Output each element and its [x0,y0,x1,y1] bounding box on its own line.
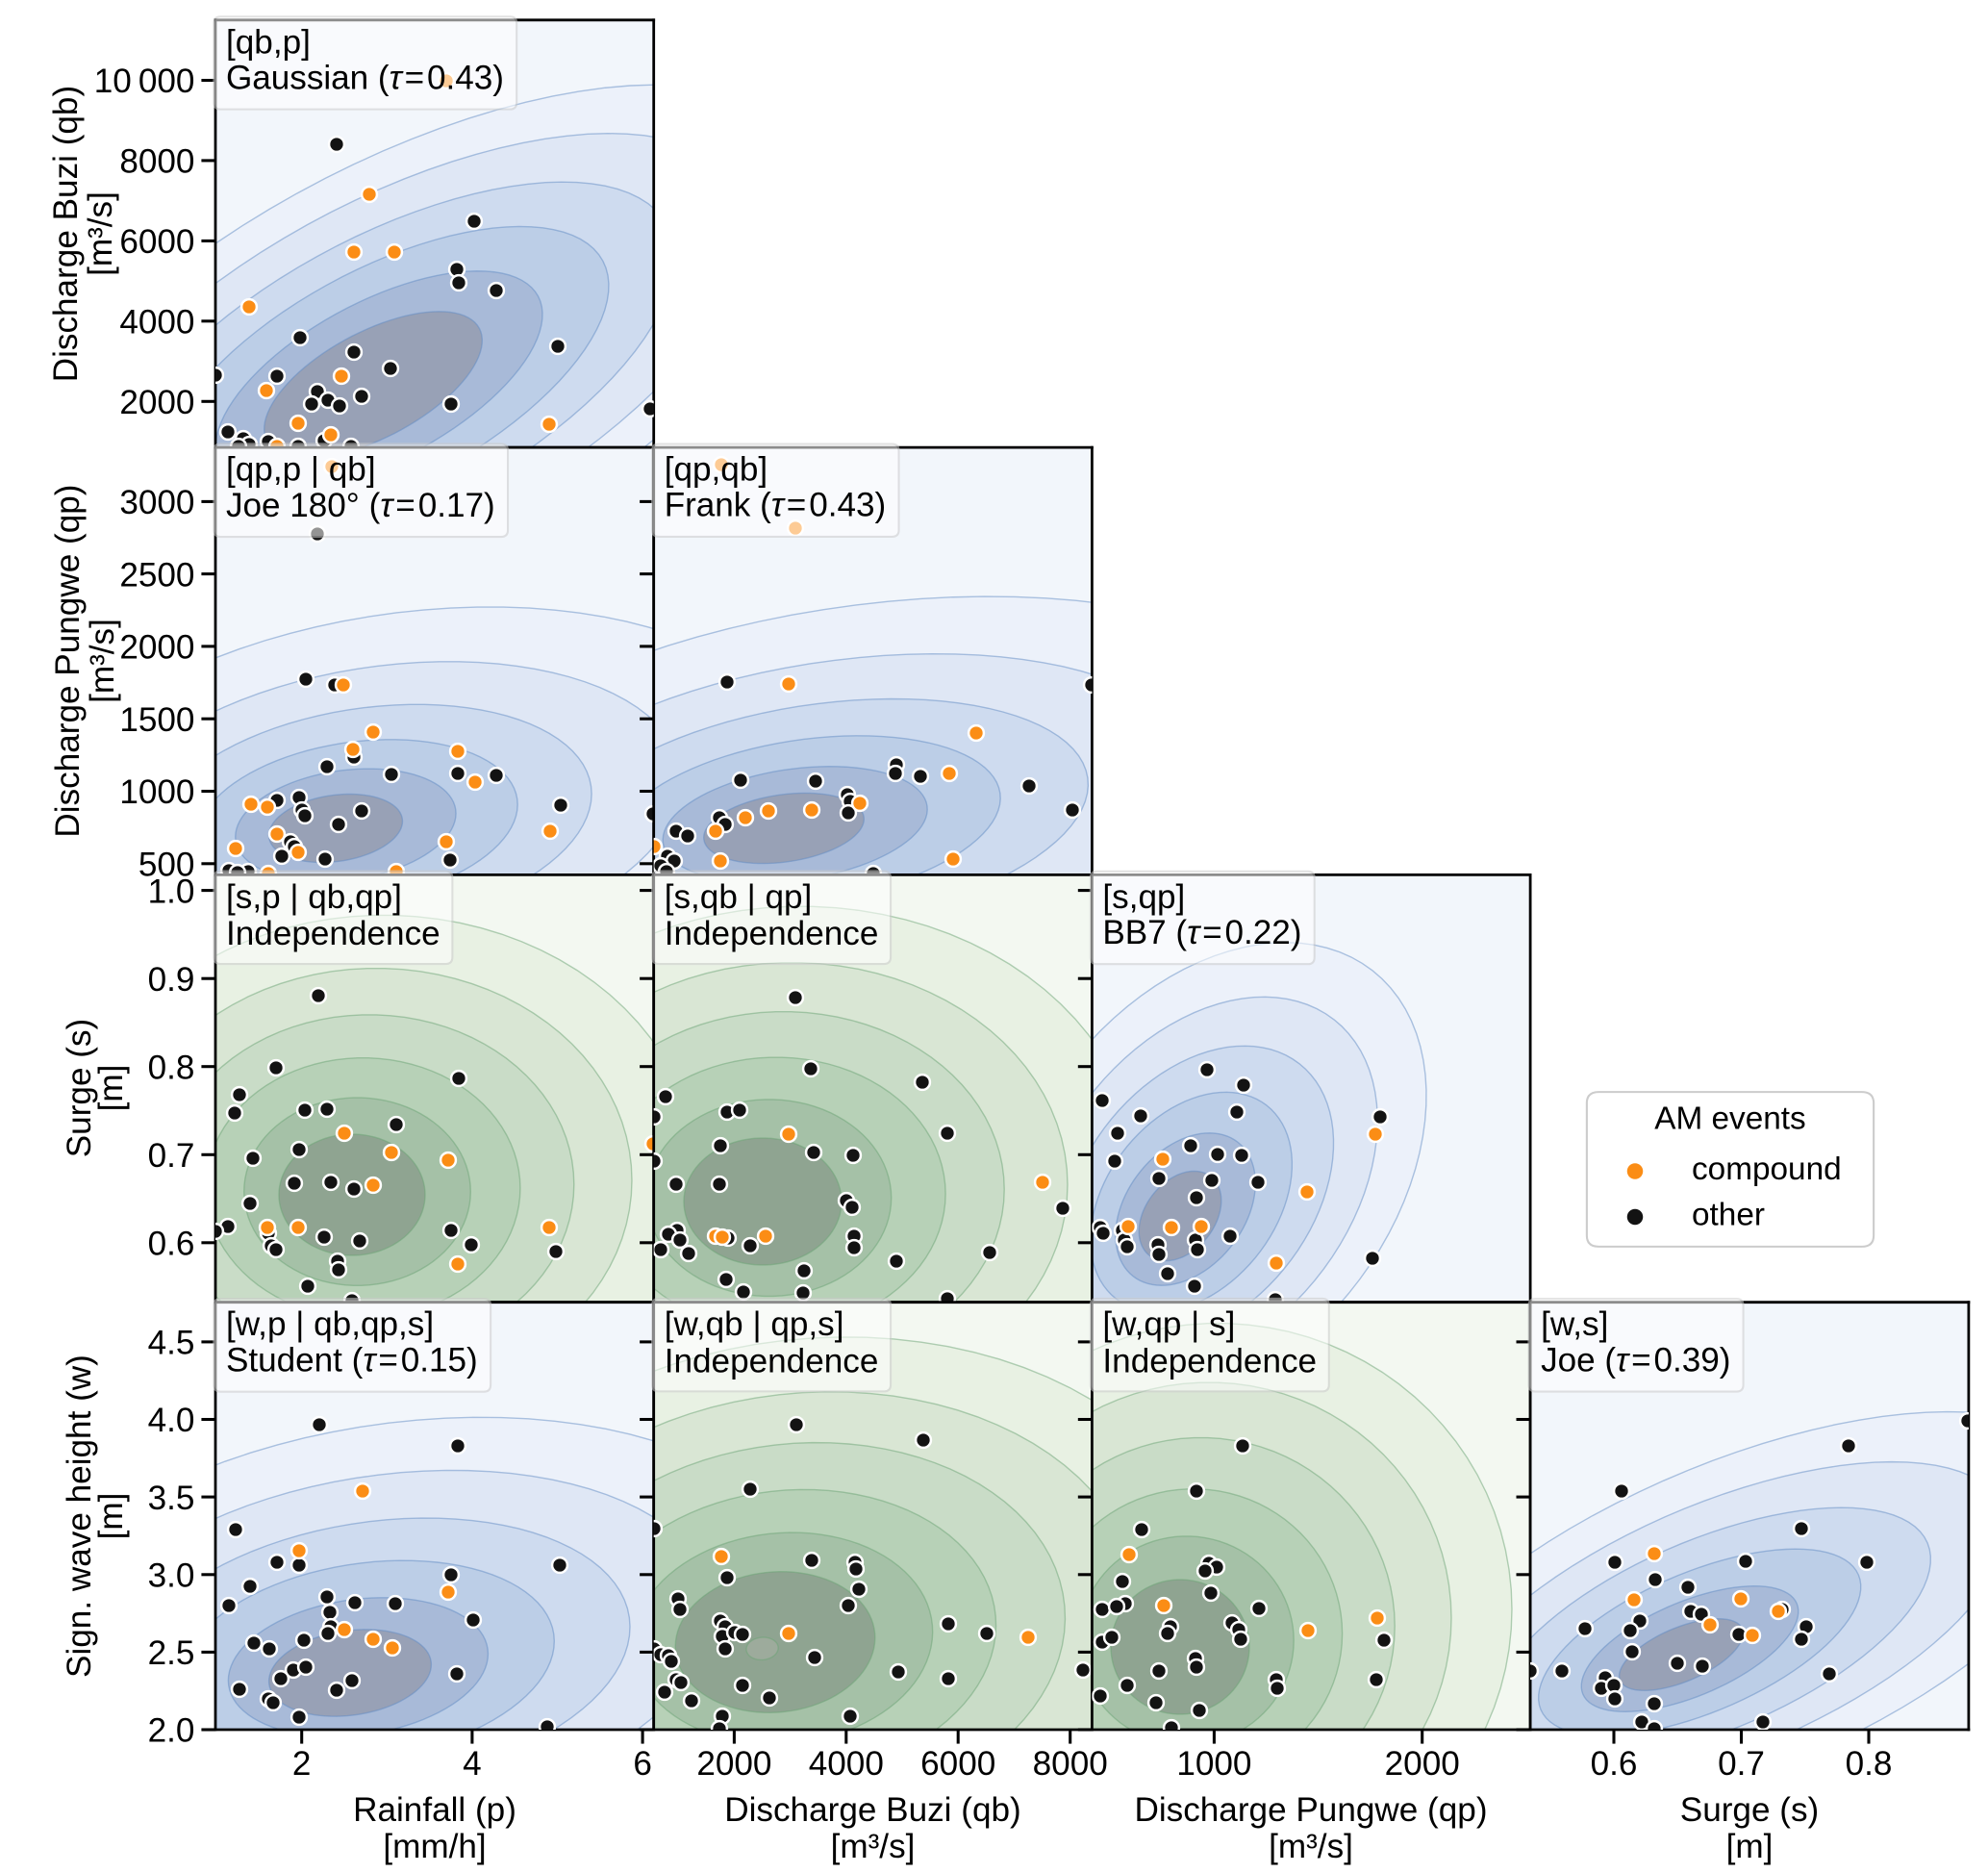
svg-text:Sign. wave height (w): Sign. wave height (w) [61,1354,98,1678]
svg-text:Independence: Independence [1102,1342,1317,1379]
svg-text:[m³/s]: [m³/s] [1269,1828,1353,1865]
svg-text:[m]: [m] [92,1493,130,1540]
svg-text:2000: 2000 [696,1745,771,1783]
svg-text:6000: 6000 [119,223,194,261]
svg-text:6: 6 [633,1745,652,1783]
svg-text:Discharge Buzi (qb): Discharge Buzi (qb) [724,1791,1020,1829]
svg-text:[w,qp | s]: [w,qp | s] [1102,1305,1235,1343]
svg-text:[mm/h]: [mm/h] [383,1828,486,1865]
svg-text:Rainfall (p): Rainfall (p) [353,1791,516,1829]
svg-text:0.8: 0.8 [1846,1745,1893,1783]
svg-text:Discharge Pungwe (qp): Discharge Pungwe (qp) [1134,1791,1487,1829]
svg-text:Independence: Independence [226,915,440,952]
svg-text:[s,qb | qp]: [s,qb | qp] [665,878,813,916]
svg-text:500: 500 [138,847,195,884]
svg-text:4000: 4000 [809,1745,884,1783]
svg-text:0.8: 0.8 [148,1049,195,1086]
svg-text:3000: 3000 [119,484,194,521]
svg-text:[qp,p | qb]: [qp,p | qb] [226,451,376,489]
svg-text:[m³/s]: [m³/s] [831,1828,916,1865]
svg-text:0.9: 0.9 [148,961,195,999]
svg-text:2: 2 [292,1745,312,1783]
svg-text:2.5: 2.5 [148,1634,195,1672]
svg-text:[w,p | qb,qp,s]: [w,p | qb,qp,s] [226,1305,434,1343]
svg-text:Discharge Buzi (qb): Discharge Buzi (qb) [47,86,85,382]
svg-text:8000: 8000 [1033,1745,1108,1783]
svg-text:0.6: 0.6 [148,1226,195,1263]
svg-text:8000: 8000 [119,143,194,181]
svg-text:F r a n: F r a n k ( = 0 . 4 3 ) τ [665,487,892,524]
svg-text:4.5: 4.5 [148,1325,195,1362]
svg-text:0.7: 0.7 [1718,1745,1765,1783]
svg-text:2000: 2000 [119,384,194,421]
svg-text:Independence: Independence [665,915,879,952]
svg-text:3.5: 3.5 [148,1480,195,1517]
svg-text:J o e: J o e ( = 0 . 3 9 ) τ [1541,1341,1736,1379]
svg-text:2500: 2500 [119,556,194,594]
svg-text:[m³/s]: [m³/s] [84,619,121,703]
svg-text:2.0: 2.0 [148,1712,195,1750]
svg-text:[m]: [m] [92,1065,130,1112]
svg-text:4.0: 4.0 [148,1402,195,1439]
svg-text:4000: 4000 [119,304,194,342]
svg-text:[m³/s]: [m³/s] [82,191,119,276]
svg-text:10 000: 10 000 [94,63,195,100]
svg-text:[s,p | qb,qp]: [s,p | qb,qp] [226,878,402,916]
svg-text:[s,qp]: [s,qp] [1102,878,1185,916]
svg-text:[w,qb | qp,s]: [w,qb | qp,s] [665,1305,844,1343]
svg-text:2000: 2000 [119,629,194,667]
svg-text:J o e: J o e 1 8 0 ° ( = 0 . 1 7 ) τ [226,487,500,524]
svg-text:G a u s: G a u s s i a n ( = 0 . 4 3 ) τ [226,59,510,96]
svg-text:1.0: 1.0 [148,873,195,910]
svg-text:0.6: 0.6 [1591,1745,1638,1783]
svg-text:compound: compound [1692,1152,1842,1187]
svg-text:Discharge Pungwe (qp): Discharge Pungwe (qp) [49,485,87,838]
svg-text:2000: 2000 [1385,1745,1460,1783]
svg-text:Surge (s): Surge (s) [1680,1791,1819,1829]
svg-text:3.0: 3.0 [148,1557,195,1595]
svg-text:1500: 1500 [119,701,194,739]
svg-text:6000: 6000 [920,1745,995,1783]
svg-text:[m]: [m] [1726,1828,1774,1865]
svg-text:AM events: AM events [1654,1101,1805,1137]
svg-text:S t u d: S t u d e n t ( = 0 . 1 5 ) τ [226,1341,483,1379]
svg-text:[qp,qb]: [qp,qb] [665,451,768,489]
svg-text:0.7: 0.7 [148,1137,195,1175]
svg-text:Independence: Independence [665,1342,879,1379]
svg-text:B B 7: B B 7 ( = 0 . 2 2 ) τ [1102,914,1307,951]
svg-text:[qb,p]: [qb,p] [226,23,311,61]
svg-text:1000: 1000 [119,773,194,811]
svg-text:4: 4 [463,1745,482,1783]
svg-text:1000: 1000 [1176,1745,1251,1783]
svg-text:Surge (s): Surge (s) [61,1019,98,1157]
svg-text:[w,s]: [w,s] [1541,1305,1608,1343]
svg-text:other: other [1692,1198,1765,1233]
